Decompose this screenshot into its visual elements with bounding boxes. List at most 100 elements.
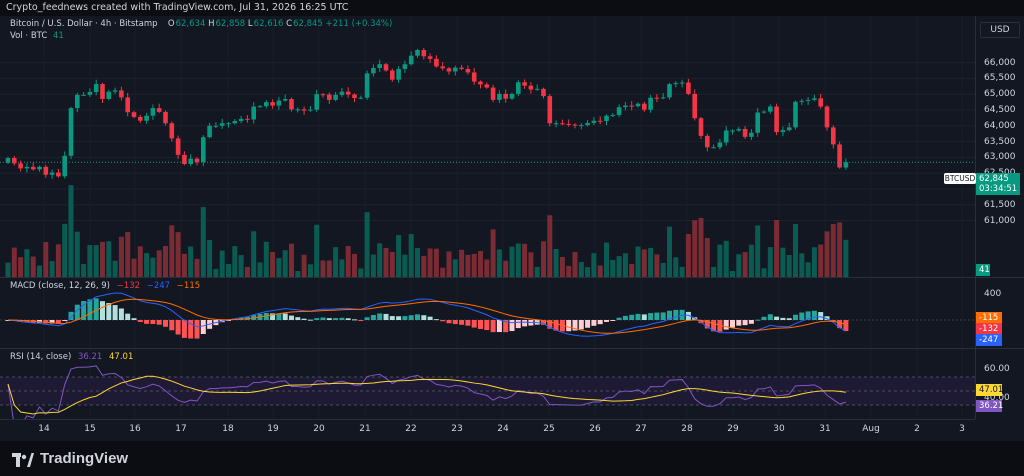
candle-body[interactable] [169, 123, 175, 139]
candle-body[interactable] [333, 94, 338, 100]
candle-body[interactable] [585, 122, 590, 126]
candle-body[interactable] [534, 88, 540, 90]
candle-body[interactable] [87, 92, 93, 95]
candle-body[interactable] [547, 96, 553, 124]
candle-body[interactable] [194, 158, 200, 163]
price-pane[interactable] [0, 16, 975, 277]
candle-body[interactable] [831, 127, 836, 145]
candle-body[interactable] [497, 93, 502, 100]
candle-body[interactable] [377, 64, 382, 68]
candle-body[interactable] [345, 91, 351, 95]
candle-body[interactable] [408, 55, 414, 65]
candle-body[interactable] [112, 90, 118, 92]
candle-body[interactable] [642, 103, 647, 110]
rsi-chart[interactable] [0, 349, 975, 419]
candle-body[interactable] [396, 68, 401, 80]
candle-body[interactable] [295, 109, 301, 111]
tradingview-logo[interactable]: TradingView [12, 450, 128, 467]
candle-body[interactable] [528, 85, 534, 90]
candle-body[interactable] [232, 121, 238, 124]
candle-body[interactable] [131, 112, 137, 117]
candle-body[interactable] [188, 158, 193, 164]
candle-body[interactable] [68, 108, 74, 156]
price-chart[interactable] [0, 16, 975, 277]
candle-body[interactable] [465, 68, 471, 73]
candle-body[interactable] [30, 166, 36, 170]
candle-body[interactable] [24, 166, 30, 169]
candle-body[interactable] [175, 138, 181, 155]
candle-body[interactable] [264, 102, 269, 107]
candle-body[interactable] [18, 163, 23, 169]
price-scale[interactable]: 66,000 65,500 65,000 64,500 64,000 63,500 63,0… [975, 16, 1024, 277]
candle-body[interactable] [686, 82, 691, 94]
candle-body[interactable] [100, 84, 105, 99]
candle-body[interactable] [837, 144, 842, 168]
candle-body[interactable] [736, 128, 742, 131]
candle-body[interactable] [579, 125, 584, 127]
candle-body[interactable] [245, 118, 250, 120]
candle-body[interactable] [705, 135, 710, 148]
currency-button[interactable]: USD [980, 22, 1020, 38]
candle-body[interactable] [484, 84, 490, 88]
candle-body[interactable] [106, 91, 112, 99]
candle-body[interactable] [56, 172, 61, 177]
candle-body[interactable] [723, 130, 729, 143]
candle-body[interactable] [282, 98, 288, 101]
candle-body[interactable] [257, 106, 263, 108]
candle-body[interactable] [81, 94, 86, 96]
candle-body[interactable] [327, 94, 332, 100]
candle-body[interactable] [415, 50, 420, 56]
candle-body[interactable] [182, 154, 187, 164]
candle-body[interactable] [49, 172, 55, 175]
candle-body[interactable] [301, 109, 307, 111]
macd-pane[interactable] [0, 278, 975, 348]
candle-body[interactable] [812, 98, 817, 100]
candle-body[interactable] [93, 84, 99, 92]
candle-body[interactable] [818, 98, 823, 107]
candle-body[interactable] [742, 128, 748, 137]
candle-body[interactable] [5, 158, 11, 163]
candle-body[interactable] [786, 127, 792, 131]
candle-body[interactable] [339, 91, 345, 95]
candle-body[interactable] [572, 124, 578, 126]
candle-body[interactable] [144, 115, 149, 121]
candle-body[interactable] [43, 166, 49, 175]
candle-body[interactable] [793, 101, 798, 128]
candle-body[interactable] [843, 162, 849, 168]
candle-body[interactable] [623, 105, 628, 108]
candle-body[interactable] [516, 82, 521, 94]
candle-body[interactable] [289, 98, 294, 110]
candle-body[interactable] [371, 68, 376, 74]
candle-body[interactable] [799, 100, 805, 102]
candle-body[interactable] [12, 158, 17, 164]
rsi-pane[interactable] [0, 349, 975, 419]
candle-body[interactable] [37, 166, 42, 170]
candle-body[interactable] [692, 93, 697, 119]
candle-body[interactable] [667, 84, 672, 98]
candle-body[interactable] [201, 137, 206, 163]
candle-body[interactable] [251, 106, 256, 120]
candle-body[interactable] [679, 82, 685, 84]
candle-body[interactable] [402, 64, 408, 69]
candle-body[interactable] [358, 97, 364, 99]
candle-body[interactable] [761, 111, 767, 113]
candle-body[interactable] [320, 94, 326, 96]
candle-body[interactable] [421, 50, 427, 57]
candle-body[interactable] [553, 123, 559, 125]
candle-body[interactable] [490, 87, 496, 100]
candle-body[interactable] [774, 106, 779, 133]
candle-body[interactable] [566, 123, 571, 125]
candle-body[interactable] [597, 120, 603, 122]
candle-body[interactable] [440, 66, 445, 69]
candle-body[interactable] [226, 123, 231, 125]
candle-body[interactable] [138, 116, 143, 121]
candle-body[interactable] [541, 88, 546, 97]
candle-body[interactable] [654, 97, 660, 99]
candle-body[interactable] [364, 73, 370, 98]
candle-body[interactable] [427, 56, 433, 59]
candle-body[interactable] [635, 103, 641, 107]
candle-body[interactable] [314, 94, 319, 110]
candle-body[interactable] [383, 64, 389, 71]
candle-body[interactable] [75, 94, 80, 109]
candle-body[interactable] [616, 107, 622, 116]
